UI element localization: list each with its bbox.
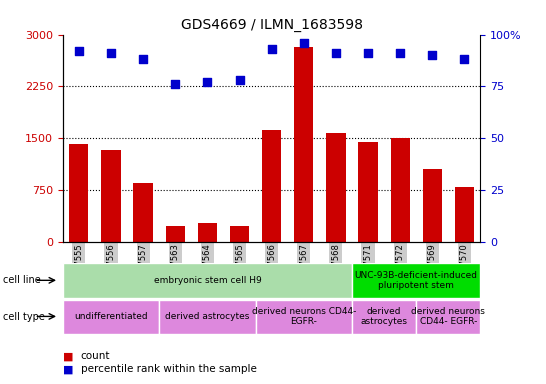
Text: ■: ■ <box>63 364 73 374</box>
Bar <box>352 263 480 298</box>
Point <box>299 40 308 46</box>
Text: UNC-93B-deficient-induced
pluripotent stem: UNC-93B-deficient-induced pluripotent st… <box>355 271 478 290</box>
Bar <box>230 226 249 242</box>
Bar <box>69 144 88 242</box>
Point <box>331 50 340 56</box>
Bar <box>262 130 281 242</box>
Point <box>460 56 469 63</box>
Bar <box>63 300 159 334</box>
Bar <box>63 263 352 298</box>
Text: count: count <box>81 351 110 361</box>
Bar <box>159 300 256 334</box>
Bar <box>390 138 410 242</box>
Bar <box>165 226 185 242</box>
Bar <box>352 300 416 334</box>
Text: ■: ■ <box>63 351 73 361</box>
Bar <box>327 133 346 242</box>
Text: derived neurons
CD44- EGFR-: derived neurons CD44- EGFR- <box>412 307 485 326</box>
Text: percentile rank within the sample: percentile rank within the sample <box>81 364 257 374</box>
Bar <box>455 187 474 242</box>
Point <box>139 56 147 63</box>
Bar <box>256 300 352 334</box>
Text: cell line: cell line <box>3 275 40 285</box>
Text: embryonic stem cell H9: embryonic stem cell H9 <box>153 276 261 285</box>
Point <box>364 50 372 56</box>
Point <box>203 79 212 85</box>
Bar <box>358 142 378 242</box>
Point <box>428 52 437 58</box>
Text: derived
astrocytes: derived astrocytes <box>360 307 408 326</box>
Point <box>106 50 115 56</box>
Title: GDS4669 / ILMN_1683598: GDS4669 / ILMN_1683598 <box>181 18 363 32</box>
Point <box>171 81 180 88</box>
Point <box>396 50 405 56</box>
Point <box>235 77 244 83</box>
Bar <box>102 150 121 242</box>
Point <box>74 48 83 54</box>
Text: undifferentiated: undifferentiated <box>74 312 148 321</box>
Bar <box>198 223 217 242</box>
Bar <box>294 47 313 242</box>
Bar <box>416 300 480 334</box>
Point <box>268 46 276 52</box>
Text: derived neurons CD44-
EGFR-: derived neurons CD44- EGFR- <box>252 307 356 326</box>
Text: cell type: cell type <box>3 312 45 322</box>
Text: derived astrocytes: derived astrocytes <box>165 312 250 321</box>
Bar <box>423 169 442 242</box>
Bar <box>133 183 153 242</box>
